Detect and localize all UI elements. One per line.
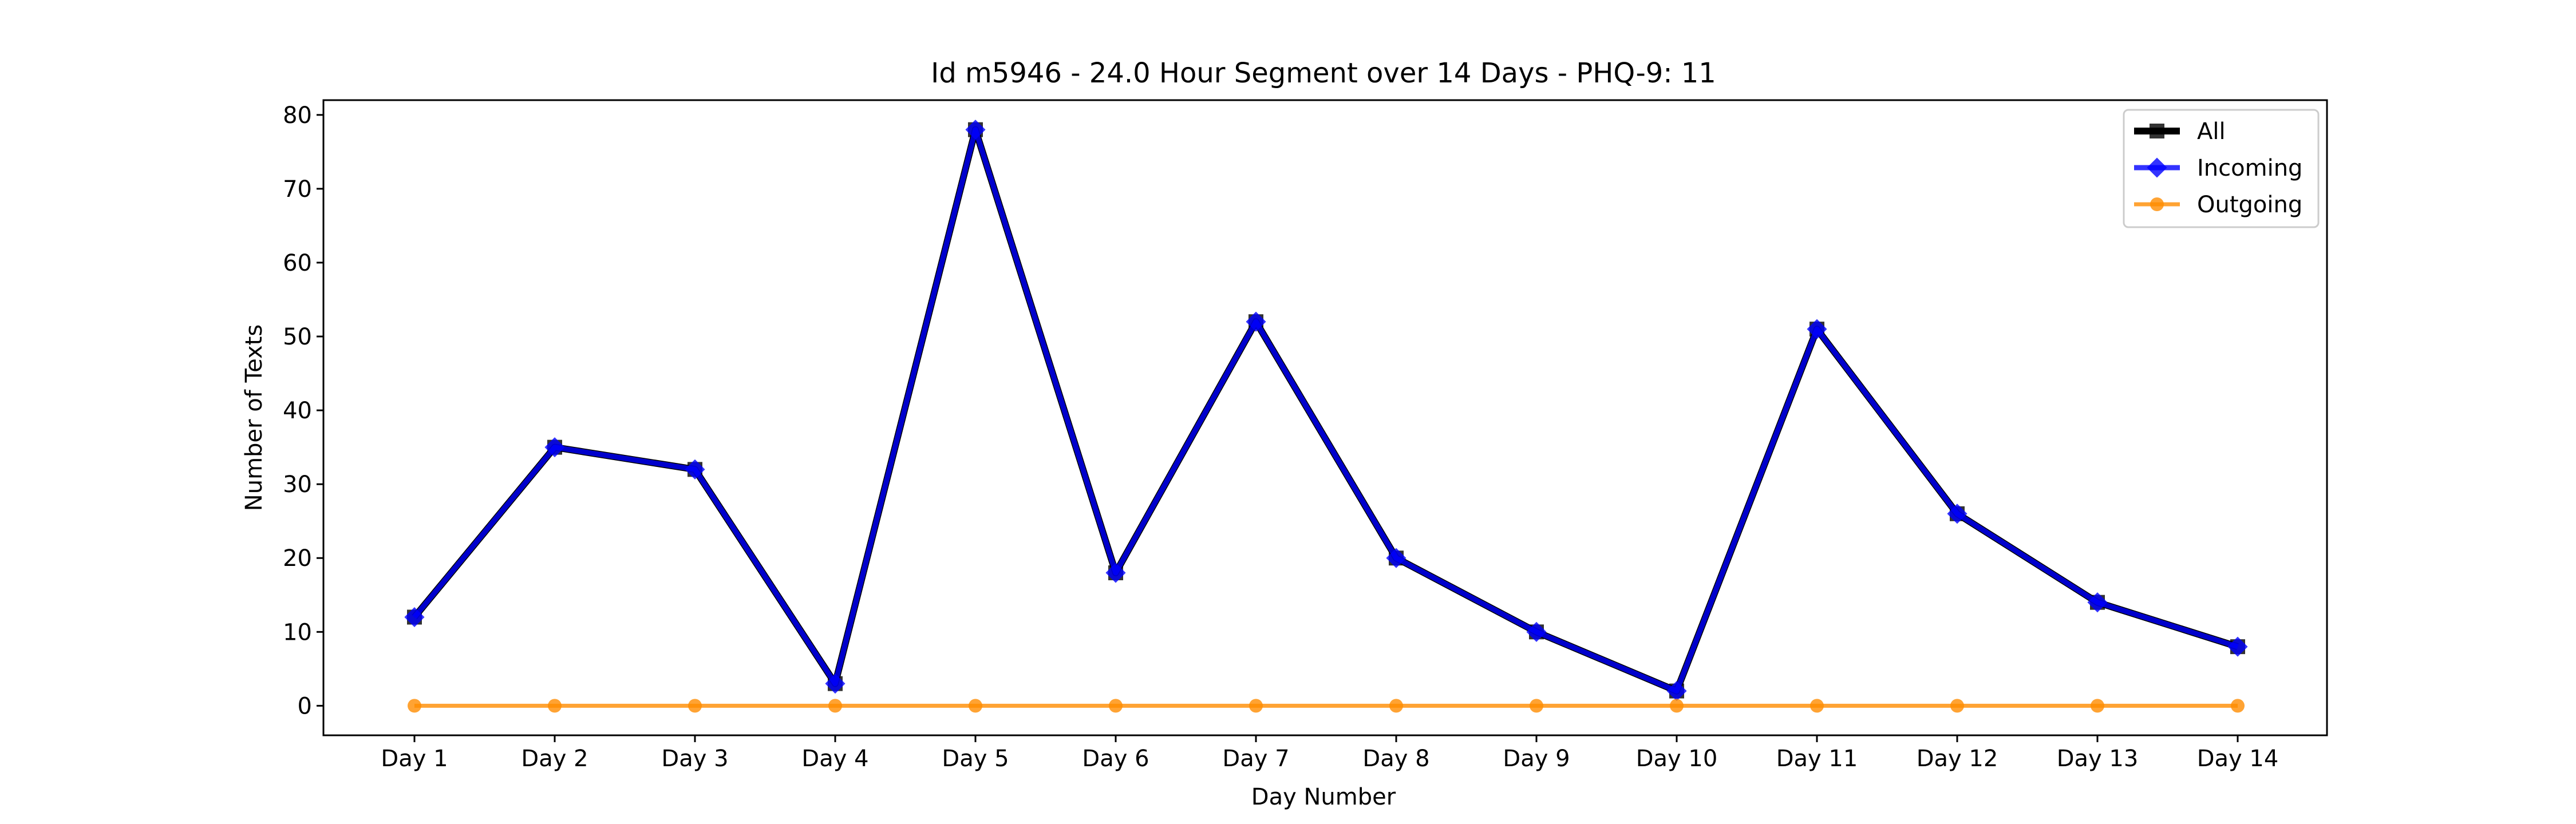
series-incoming (404, 120, 2248, 702)
chart-title: Id m5946 - 24.0 Hour Segment over 14 Day… (931, 57, 1716, 89)
data-point-incoming (404, 607, 425, 628)
data-point-outgoing (1109, 699, 1123, 713)
data-point-outgoing (969, 699, 982, 713)
x-tick-label: Day 13 (2057, 746, 2139, 772)
legend-box (2123, 109, 2320, 228)
x-tick-label: Day 14 (2197, 746, 2279, 772)
data-point-outgoing (2091, 699, 2104, 713)
y-tick-label: 40 (283, 398, 312, 424)
y-axis-label: Number of Texts (241, 324, 267, 511)
data-point-incoming (1666, 681, 1687, 702)
y-tick-label: 70 (283, 176, 312, 203)
data-point-incoming (1526, 621, 1547, 642)
y-axis: 0 10 20 30 40 50 60 70 80 (283, 102, 323, 719)
x-tick-label: Day 6 (1082, 746, 1149, 772)
data-point-outgoing (1810, 699, 1824, 713)
x-tick-label: Day 9 (1503, 746, 1570, 772)
series-outgoing (408, 699, 2245, 713)
y-tick-label: 10 (283, 619, 312, 645)
x-axis-label: Day Number (1251, 784, 1396, 810)
data-point-outgoing (1249, 699, 1263, 713)
plot-area (404, 120, 2248, 713)
x-tick-label: Day 8 (1362, 746, 1429, 772)
data-point-incoming (2087, 592, 2108, 613)
data-point-incoming (1807, 319, 1827, 339)
series-line-incoming (412, 127, 2239, 694)
y-tick-label: 0 (298, 693, 312, 719)
x-axis: Day 1 Day 2 Day 3 Day 4 Day 5 Day 6 Day 7 Day 8… (381, 735, 2278, 772)
y-tick-label: 60 (283, 250, 312, 276)
legend: All Incoming Outgoing (2123, 109, 2320, 228)
legend-label-all: All (2197, 118, 2226, 145)
data-point-incoming (1105, 562, 1126, 583)
legend-label-incoming: Incoming (2197, 155, 2302, 181)
y-tick-label: 80 (283, 102, 312, 129)
x-tick-label: Day 5 (942, 746, 1009, 772)
legend-marker-all (2150, 124, 2164, 138)
data-point-outgoing (548, 699, 562, 713)
data-point-outgoing (408, 699, 421, 713)
data-point-incoming (685, 459, 705, 480)
data-point-incoming (2227, 636, 2248, 657)
legend-marker-outgoing (2150, 197, 2164, 211)
x-tick-label: Day 10 (1636, 746, 1718, 772)
data-point-outgoing (2231, 699, 2245, 713)
legend-marker-incoming (2147, 157, 2167, 178)
data-point-incoming (1947, 504, 1967, 524)
plot-frame (322, 99, 2328, 736)
data-point-outgoing (1950, 699, 1964, 713)
y-tick-label: 20 (283, 545, 312, 572)
y-tick-label: 50 (283, 324, 312, 350)
x-tick-label: Day 2 (521, 746, 588, 772)
data-point-incoming (825, 674, 846, 694)
data-point-incoming (1246, 311, 1266, 332)
data-point-incoming (544, 437, 565, 458)
x-tick-label: Day 3 (661, 746, 728, 772)
data-point-outgoing (1530, 699, 1543, 713)
data-point-outgoing (688, 699, 702, 713)
data-point-outgoing (828, 699, 842, 713)
data-point-outgoing (1389, 699, 1403, 713)
data-point-incoming (1386, 548, 1406, 568)
y-tick-label: 30 (283, 472, 312, 498)
x-tick-label: Day 11 (1776, 746, 1858, 772)
x-tick-label: Day 1 (381, 746, 448, 772)
data-point-incoming (965, 120, 986, 140)
legend-label-outgoing: Outgoing (2197, 192, 2302, 218)
x-tick-label: Day 4 (801, 746, 868, 772)
x-tick-label: Day 12 (1917, 746, 1998, 772)
data-point-outgoing (1670, 699, 1684, 713)
x-tick-label: Day 7 (1222, 746, 1289, 772)
